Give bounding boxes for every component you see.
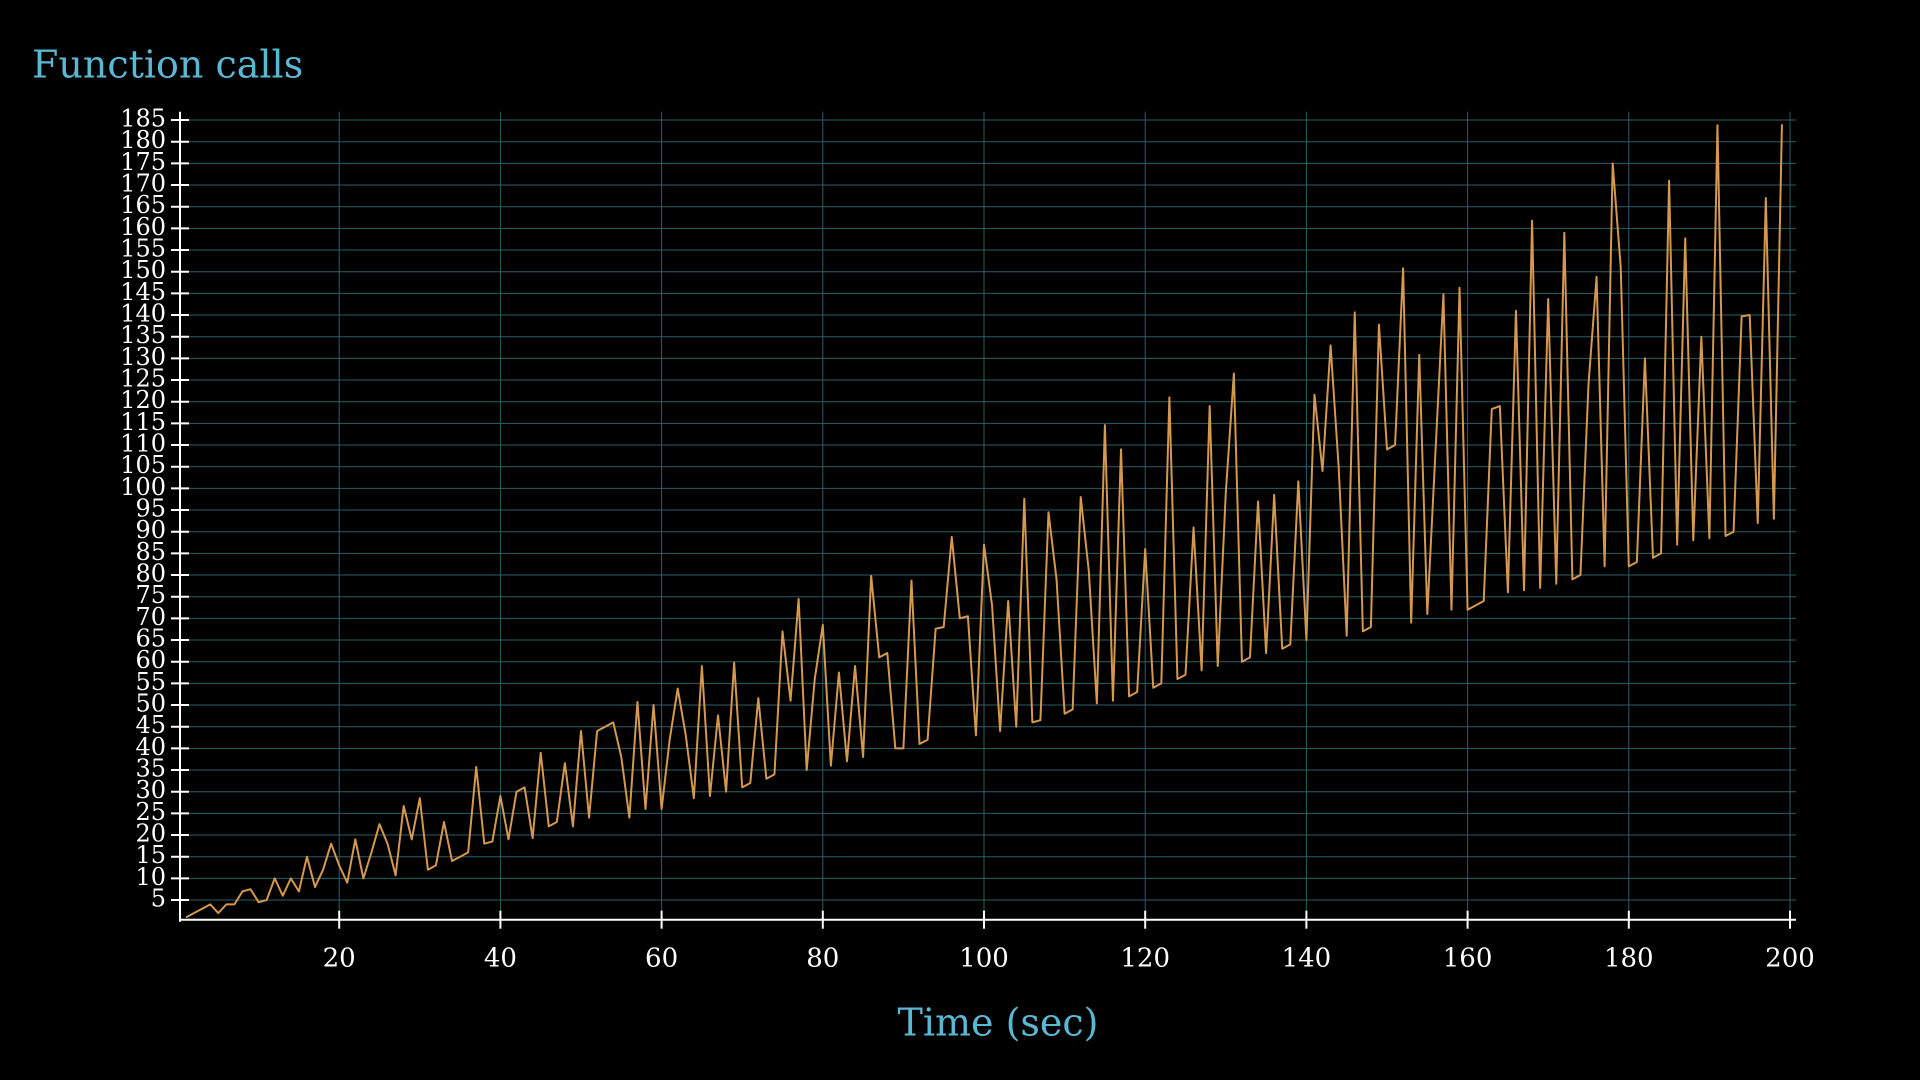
- y-tick-label: 180: [120, 126, 166, 154]
- y-tick-label: 80: [135, 560, 166, 588]
- y-tick-label: 15: [135, 841, 166, 869]
- x-tick-label: 200: [1765, 944, 1815, 974]
- x-tick-label: 40: [484, 944, 517, 974]
- y-tick-label: 85: [135, 538, 166, 566]
- y-tick-label: 95: [135, 495, 166, 523]
- y-tick-label: 70: [135, 603, 166, 631]
- y-tick-label: 170: [120, 170, 166, 198]
- y-tick-label: 90: [135, 516, 166, 544]
- x-tick-label: 160: [1443, 944, 1493, 974]
- y-tick-label: 10: [135, 863, 166, 891]
- x-axis-label: Time (sec): [897, 1001, 1098, 1045]
- y-tick-label: 145: [120, 278, 166, 306]
- x-tick-label: 100: [959, 944, 1009, 974]
- x-tick-label: 60: [645, 944, 678, 974]
- x-tick-label: 20: [323, 944, 356, 974]
- y-tick-label: 155: [120, 235, 166, 263]
- y-tick-label: 55: [135, 668, 166, 696]
- y-tick-label: 60: [135, 646, 166, 674]
- y-tick-label: 150: [120, 256, 166, 284]
- y-tick-label: 50: [135, 690, 166, 718]
- y-tick-label: 185: [120, 105, 166, 133]
- y-tick-label: 25: [135, 798, 166, 826]
- x-tick-label: 140: [1282, 944, 1332, 974]
- x-tick-label: 80: [806, 944, 839, 974]
- y-tick-label: 130: [120, 343, 166, 371]
- y-tick-label: 45: [135, 711, 166, 739]
- y-tick-label: 120: [120, 386, 166, 414]
- y-tick-label: 125: [120, 365, 166, 393]
- y-tick-label: 105: [120, 451, 166, 479]
- data-line: [185, 124, 1783, 919]
- y-tick-label: 30: [135, 776, 166, 804]
- y-tick-label: 175: [120, 148, 166, 176]
- y-tick-label: 100: [120, 473, 166, 501]
- y-tick-label: 135: [120, 321, 166, 349]
- y-tick-label: 115: [120, 408, 166, 436]
- y-tick-label: 5: [151, 885, 166, 913]
- y-tick-label: 65: [135, 625, 166, 653]
- y-tick-label: 165: [120, 191, 166, 219]
- y-tick-label: 40: [135, 733, 166, 761]
- y-tick-label: 160: [120, 213, 166, 241]
- y-tick-label: 35: [135, 755, 166, 783]
- x-tick-label: 120: [1120, 944, 1170, 974]
- y-tick-label: 75: [135, 581, 166, 609]
- x-tick-label: 180: [1604, 944, 1654, 974]
- y-tick-label: 20: [135, 820, 166, 848]
- y-tick-label: 110: [120, 430, 166, 458]
- chart-title: Function calls: [32, 43, 303, 87]
- y-tick-label: 140: [120, 300, 166, 328]
